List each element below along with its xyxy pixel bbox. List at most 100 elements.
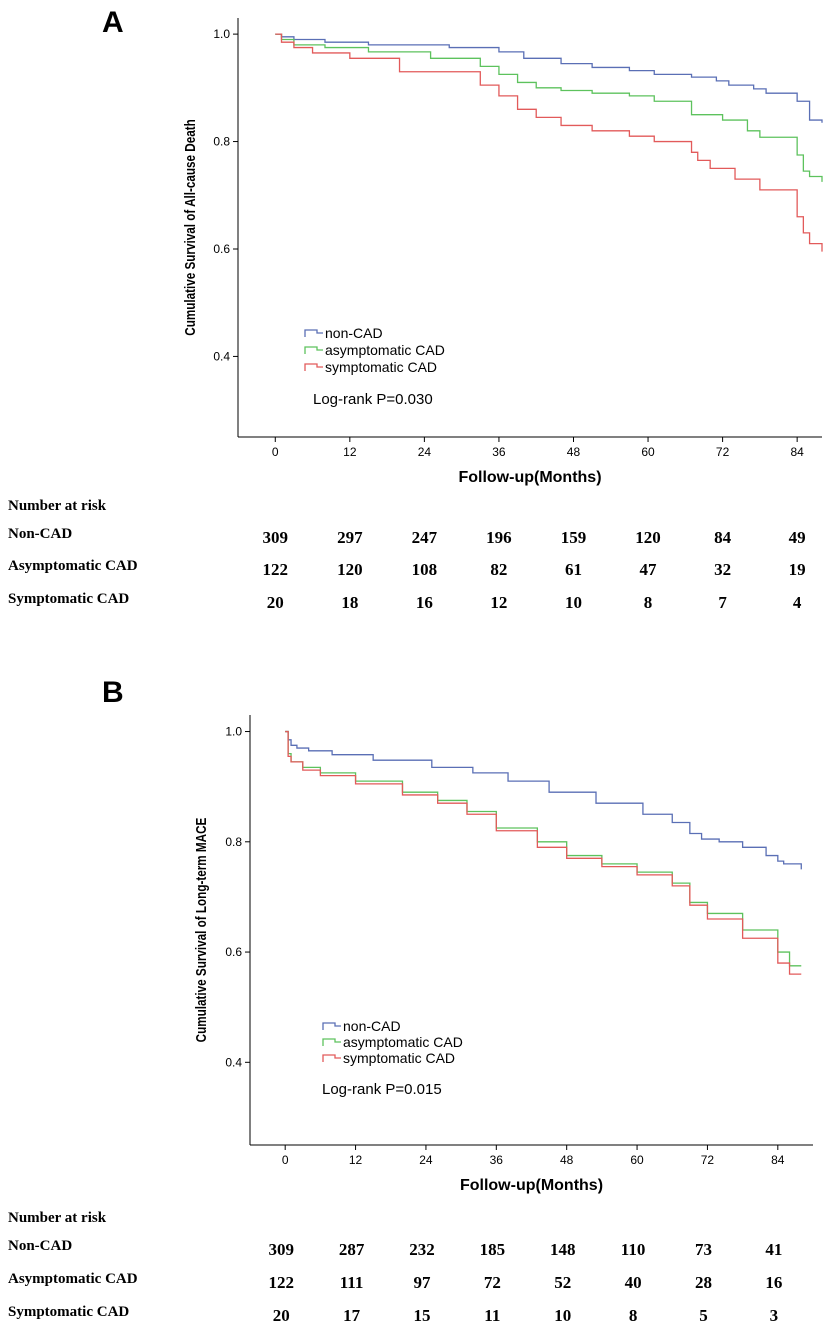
risk-row-symptomatic-cad: Symptomatic CAD 20 18 16 12 10 8 7 4 [0, 591, 827, 613]
series-line-asymptomatic-cad [285, 730, 802, 967]
risk-value: 120 [337, 560, 363, 579]
legend-swatch [322, 1054, 341, 1062]
panel-label-b: B [102, 676, 124, 709]
legend-label: non-CAD [325, 325, 383, 341]
log-rank-annotation: Log-rank P=0.030 [313, 391, 433, 408]
risk-row-label: Asymptomatic CAD [8, 558, 138, 574]
risk-value: 120 [635, 528, 661, 547]
risk-value: 19 [788, 560, 806, 579]
risk-value: 10 [564, 593, 582, 612]
legend-swatch [322, 1022, 341, 1030]
y-tick-label: 0.6 [213, 242, 230, 256]
risk-value: 122 [262, 560, 289, 579]
risk-value: 52 [554, 1273, 572, 1292]
x-tick-label: 48 [560, 1153, 574, 1167]
legend-label: symptomatic CAD [325, 359, 437, 375]
legend-label: non-CAD [343, 1018, 401, 1034]
risk-value: 232 [409, 1240, 435, 1259]
x-tick-label: 12 [349, 1153, 363, 1167]
risk-value: 7 [718, 593, 727, 612]
risk-value: 72 [483, 1273, 501, 1292]
risk-row-symptomatic-cad: Symptomatic CAD 20 17 15 11 10 8 5 3 [0, 1304, 827, 1326]
risk-row-non-cad: Non-CAD 309 297 247 196 159 120 84 49 [0, 526, 827, 548]
risk-table-title: Number at risk [8, 498, 107, 514]
legend-swatch [322, 1038, 341, 1046]
risk-value: 159 [560, 528, 587, 547]
risk-value: 11 [484, 1306, 501, 1325]
x-tick-label: 24 [418, 445, 432, 459]
risk-row-label: Symptomatic CAD [8, 1304, 130, 1320]
x-tick-label: 24 [419, 1153, 433, 1167]
risk-value: 16 [415, 593, 433, 612]
risk-value: 61 [564, 560, 582, 579]
risk-value: 309 [262, 528, 289, 547]
risk-value: 297 [337, 528, 363, 547]
risk-row-asymptomatic-cad: Asymptomatic CAD 122 111 97 72 52 40 28 16 [0, 1271, 827, 1293]
risk-value: 15 [413, 1306, 431, 1325]
x-tick-label: 84 [771, 1153, 785, 1167]
risk-value: 287 [338, 1240, 365, 1259]
risk-value: 41 [765, 1240, 783, 1259]
risk-value: 16 [765, 1273, 783, 1292]
risk-value: 3 [769, 1306, 779, 1325]
y-tick-label: 0.4 [213, 349, 230, 363]
legend-swatch [304, 346, 323, 354]
risk-value: 8 [643, 593, 653, 612]
log-rank-annotation: Log-rank P=0.015 [322, 1081, 442, 1098]
risk-value: 111 [339, 1273, 364, 1292]
risk-row-non-cad: Non-CAD 309 287 232 185 148 110 73 41 [0, 1238, 827, 1260]
risk-row-label: Asymptomatic CAD [8, 1271, 138, 1287]
risk-value: 28 [694, 1273, 712, 1292]
y-tick-label: 1.0 [213, 27, 230, 41]
risk-value: 20 [266, 593, 284, 612]
risk-value: 73 [694, 1240, 712, 1259]
legend-swatch [304, 363, 323, 371]
panel-label-a: A [102, 6, 124, 39]
risk-value: 309 [268, 1240, 294, 1259]
risk-value: 4 [792, 593, 802, 612]
x-tick-label: 48 [567, 445, 581, 459]
survival-chart-all-cause-death: 0.4 0.6 0.8 1.0 0 12 24 36 48 60 72 84 Follow-up(Mon… [182, 18, 823, 486]
legend-swatch [304, 329, 323, 337]
risk-value: 8 [628, 1306, 638, 1325]
risk-value: 18 [341, 593, 359, 612]
x-tick-label: 0 [272, 445, 279, 459]
x-tick-label: 60 [641, 445, 655, 459]
x-tick-label: 60 [630, 1153, 644, 1167]
risk-value: 40 [624, 1273, 642, 1292]
risk-value: 47 [639, 560, 657, 579]
x-axis-label: Follow-up(Months) [458, 469, 601, 486]
series-line-symptomatic-cad [275, 33, 823, 252]
y-tick-label: 0.8 [225, 835, 242, 849]
risk-value: 82 [490, 560, 508, 579]
risk-value: 196 [486, 528, 512, 547]
risk-value: 122 [268, 1273, 294, 1292]
series-line-non-cad [285, 730, 802, 870]
legend-label: asymptomatic CAD [325, 342, 445, 358]
risk-value: 97 [413, 1273, 431, 1292]
x-tick-label: 36 [490, 1153, 504, 1167]
risk-value: 49 [788, 528, 806, 547]
y-tick-label: 1.0 [225, 725, 242, 739]
x-tick-label: 0 [282, 1153, 289, 1167]
x-tick-label: 12 [343, 445, 357, 459]
legend-label: asymptomatic CAD [343, 1034, 463, 1050]
series-line-symptomatic-cad [285, 730, 802, 975]
x-axis-label: Follow-up(Months) [460, 1177, 603, 1194]
risk-value: 32 [714, 560, 732, 579]
survival-chart-long-term-mace: 0.4 0.6 0.8 1.0 0 12 24 36 48 60 72 84 Follow-up(Mon… [193, 715, 813, 1194]
x-tick-label: 36 [492, 445, 506, 459]
risk-table-title: Number at risk [8, 1210, 107, 1226]
risk-value: 84 [714, 528, 732, 547]
y-axis-label: Cumulative Survival of Long-term MACE [193, 818, 210, 1043]
risk-value: 5 [699, 1306, 708, 1325]
risk-row-asymptomatic-cad: Asymptomatic CAD 122 120 108 82 61 47 32 19 [0, 558, 827, 580]
risk-row-label: Non-CAD [8, 526, 73, 542]
series-line-non-cad [275, 33, 823, 123]
risk-value: 20 [272, 1306, 290, 1325]
series-line-asymptomatic-cad [275, 33, 823, 182]
y-tick-label: 0.4 [225, 1055, 242, 1069]
risk-value: 247 [411, 528, 438, 547]
risk-value: 185 [479, 1240, 506, 1259]
risk-value: 17 [343, 1306, 361, 1325]
